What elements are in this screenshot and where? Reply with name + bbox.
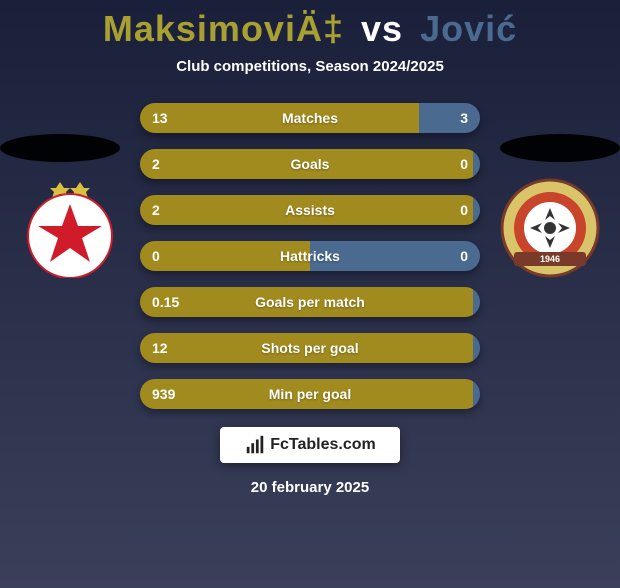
stat-row: 2 Assists 0 — [140, 195, 480, 225]
player2-name: Jović — [420, 8, 517, 49]
stat-label: Hattricks — [280, 248, 340, 264]
stat-row: 0.15 Goals per match — [140, 287, 480, 317]
player1-name: MaksimoviÄ‡ — [103, 8, 344, 49]
stat-left-value: 2 — [152, 156, 160, 172]
stat-left-value: 12 — [152, 340, 168, 356]
stat-right-value: 0 — [460, 248, 468, 264]
stat-right-value: 3 — [460, 110, 468, 126]
brand-badge[interactable]: FcTables.com — [220, 427, 400, 463]
svg-text:1946: 1946 — [540, 254, 560, 264]
stat-right-value: 0 — [460, 202, 468, 218]
stat-right-value: 0 — [460, 156, 468, 172]
stat-label: Assists — [285, 202, 335, 218]
stat-row: 12 Shots per goal — [140, 333, 480, 363]
stat-left-value: 13 — [152, 110, 168, 126]
brand-text: FcTables.com — [270, 436, 376, 454]
stat-row: 939 Min per goal — [140, 379, 480, 409]
stat-label: Goals — [291, 156, 330, 172]
stat-left-value: 0 — [152, 248, 160, 264]
team-crest-left — [20, 178, 120, 278]
stat-label: Matches — [282, 110, 338, 126]
stat-left-value: 0.15 — [152, 294, 179, 310]
shadow-right — [500, 134, 620, 162]
chart-icon — [244, 434, 266, 456]
shadow-left — [0, 134, 120, 162]
stat-row: 2 Goals 0 — [140, 149, 480, 179]
stat-left-value: 939 — [152, 386, 175, 402]
team-crest-right: 1946 — [500, 178, 600, 278]
stat-row: 13 Matches 3 — [140, 103, 480, 133]
stat-label: Goals per match — [255, 294, 365, 310]
footer-date: 20 february 2025 — [0, 479, 620, 496]
stat-row: 0 Hattricks 0 — [140, 241, 480, 271]
vs-text: vs — [361, 8, 403, 49]
stat-label: Shots per goal — [261, 340, 358, 356]
stat-left-value: 2 — [152, 202, 160, 218]
subtitle: Club competitions, Season 2024/2025 — [0, 58, 620, 75]
stats-container: 13 Matches 3 2 Goals 0 2 Assists 0 0 Hattricks 0 0.1… — [140, 103, 480, 409]
comparison-title: MaksimoviÄ‡ vs Jović — [0, 8, 620, 50]
stat-label: Min per goal — [269, 386, 351, 402]
